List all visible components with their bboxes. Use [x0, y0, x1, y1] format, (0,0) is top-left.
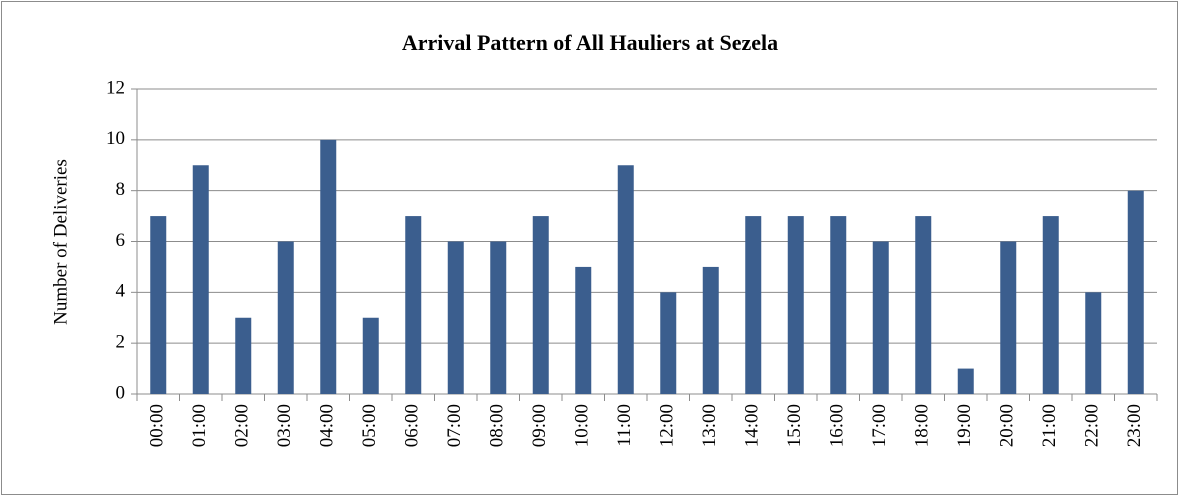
x-tick-label: 15:00 [784, 404, 805, 447]
x-tick-label: 00:00 [147, 404, 168, 447]
x-tick-label: 03:00 [274, 404, 295, 447]
y-tick-label: 2 [116, 332, 126, 353]
bar [362, 317, 379, 394]
bar [745, 216, 762, 394]
bar [192, 165, 209, 394]
x-tick-label: 17:00 [869, 404, 890, 447]
bar [1127, 190, 1144, 394]
x-tick-label: 11:00 [614, 404, 635, 447]
x-tick-label: 02:00 [232, 404, 253, 447]
x-tick-label: 12:00 [657, 404, 678, 447]
bar [235, 317, 252, 394]
x-tick-label: 20:00 [997, 404, 1018, 447]
x-tick-label: 22:00 [1082, 404, 1103, 447]
x-tick-label: 16:00 [827, 404, 848, 447]
bar [150, 216, 167, 394]
bar [447, 241, 464, 394]
bar [1042, 216, 1059, 394]
x-tick-label: 19:00 [954, 404, 975, 447]
bar [872, 241, 889, 394]
bar [1000, 241, 1017, 394]
bar [660, 292, 677, 394]
bar [702, 266, 719, 394]
bar [532, 216, 549, 394]
bar [957, 368, 974, 394]
x-tick-label: 01:00 [189, 404, 210, 447]
y-tick-label: 6 [116, 230, 126, 251]
bar [787, 216, 804, 394]
y-tick-label: 0 [116, 382, 126, 403]
x-tick-label: 23:00 [1124, 404, 1145, 447]
y-tick-label: 4 [116, 281, 126, 302]
y-tick-label: 10 [106, 128, 125, 149]
x-tick-label: 07:00 [444, 404, 465, 447]
bar [915, 216, 932, 394]
y-axis-label: Number of Deliveries [50, 159, 71, 325]
x-tick-label: 09:00 [529, 404, 550, 447]
bar [277, 241, 294, 394]
y-tick-label: 8 [116, 179, 126, 200]
bar [490, 241, 507, 394]
x-tick-label: 14:00 [742, 404, 763, 447]
x-tick-label: 13:00 [699, 404, 720, 447]
x-tick-label: 04:00 [317, 404, 338, 447]
bar [617, 165, 634, 394]
chart-title: Arrival Pattern of All Hauliers at Sezel… [402, 30, 778, 55]
bar [830, 216, 847, 394]
y-tick-label: 12 [106, 77, 125, 98]
x-tick-label: 21:00 [1039, 404, 1060, 447]
bar [320, 139, 337, 394]
x-tick-label: 18:00 [912, 404, 933, 447]
bar [1085, 292, 1102, 394]
x-tick-label: 10:00 [572, 404, 593, 447]
x-tick-label: 08:00 [487, 404, 508, 447]
bar [575, 266, 592, 394]
x-tick-label: 05:00 [359, 404, 380, 447]
bar [405, 216, 422, 394]
x-tick-label: 06:00 [402, 404, 423, 447]
